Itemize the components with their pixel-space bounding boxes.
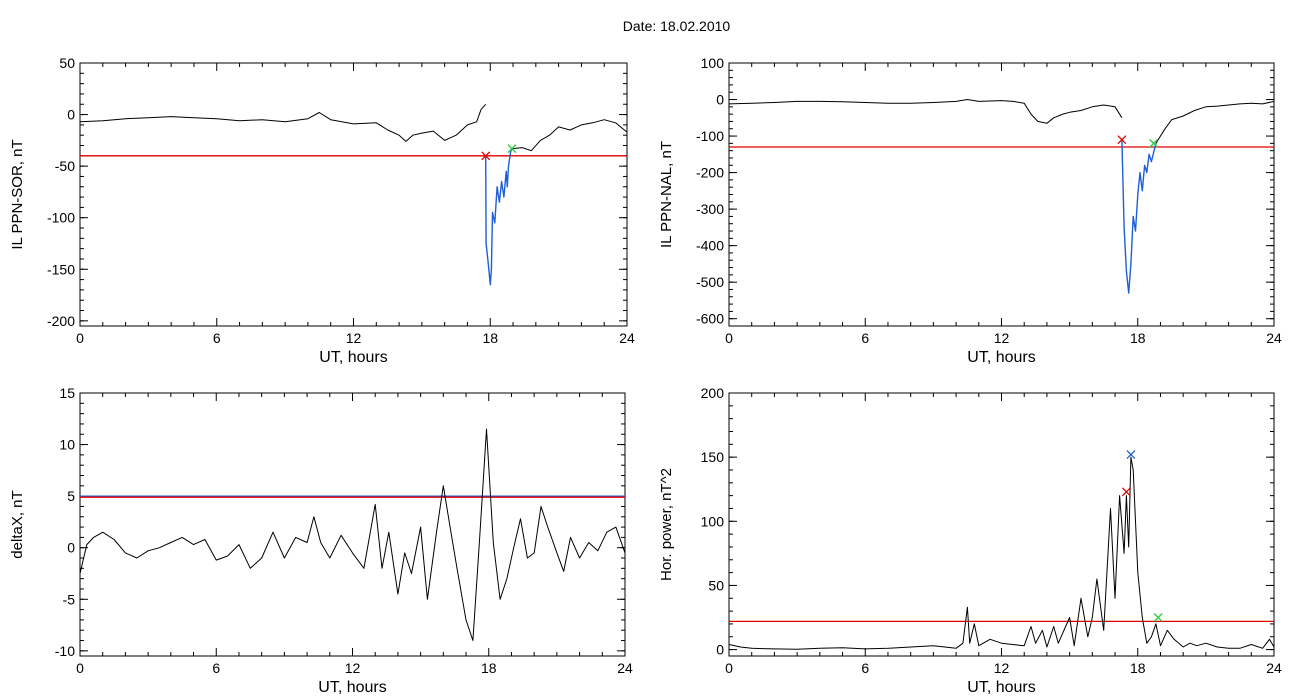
plot-frame bbox=[79, 62, 628, 327]
x-tick-label: 18 bbox=[481, 660, 497, 676]
y-tick-label: 10 bbox=[59, 437, 75, 453]
x-tick-label: 6 bbox=[861, 660, 869, 676]
y-axis-label: deltaX, nT bbox=[9, 490, 26, 558]
y-tick-label: -500 bbox=[696, 274, 724, 290]
series-line bbox=[79, 428, 626, 641]
y-tick-label: 50 bbox=[59, 55, 75, 71]
x-tick-label: 24 bbox=[1266, 330, 1282, 346]
y-tick-label: 150 bbox=[701, 449, 725, 465]
x-tick-label: 18 bbox=[1130, 330, 1146, 346]
y-tick-label: 0 bbox=[67, 540, 75, 556]
x-tick-label: 0 bbox=[76, 330, 84, 346]
y-axis-label: Hor. power, nT^2 bbox=[658, 468, 675, 581]
marker-stroke bbox=[1121, 487, 1131, 497]
x-axis-label: UT, hours bbox=[319, 349, 387, 366]
y-tick-label: -100 bbox=[47, 210, 75, 226]
x-tick-label: 24 bbox=[1266, 660, 1282, 676]
x-tick-label: 6 bbox=[213, 330, 221, 346]
y-axis-label: IL PPN-SOR, nT bbox=[9, 139, 26, 249]
y-tick-label: -600 bbox=[696, 311, 724, 327]
x-tick-label: 0 bbox=[76, 660, 84, 676]
series-line bbox=[1155, 100, 1275, 144]
marker-stroke bbox=[481, 151, 491, 161]
y-axis-label: IL PPN-NAL, nT bbox=[658, 141, 675, 248]
y-tick-label: -400 bbox=[696, 238, 724, 254]
marker-stroke bbox=[507, 144, 517, 154]
y-tick-label: 0 bbox=[716, 642, 724, 658]
event-marker bbox=[1121, 487, 1131, 497]
x-tick-label: 12 bbox=[994, 660, 1010, 676]
event-series-line bbox=[1121, 139, 1157, 294]
marker-stroke bbox=[1126, 450, 1136, 460]
marker-stroke bbox=[1153, 613, 1163, 622]
y-tick-label: 0 bbox=[716, 92, 724, 108]
series-line bbox=[728, 456, 1275, 650]
series-line bbox=[512, 119, 628, 152]
y-tick-label: -300 bbox=[696, 201, 724, 217]
y-tick-label: 200 bbox=[701, 385, 725, 401]
x-tick-label: 6 bbox=[212, 660, 220, 676]
y-tick-label: 100 bbox=[701, 55, 725, 71]
event-series-line bbox=[485, 148, 514, 286]
x-tick-label: 24 bbox=[619, 330, 635, 346]
plot-frame bbox=[728, 392, 1275, 657]
x-tick-label: 12 bbox=[994, 330, 1010, 346]
y-tick-label: -200 bbox=[696, 165, 724, 181]
marker-stroke bbox=[1149, 138, 1159, 148]
chart-nal: 0 6 12 18 24 100 0 -100 -200 -300 -400 -500 -600 UT, … bbox=[658, 55, 1282, 366]
y-tick-label: -200 bbox=[47, 313, 75, 329]
chart-hor-power: 0 6 12 18 24 200 150 100 50 0 UT, hours Hor. power,… bbox=[658, 385, 1282, 696]
y-tick-label: -150 bbox=[47, 261, 75, 277]
x-tick-label: 24 bbox=[617, 660, 633, 676]
event-marker bbox=[1117, 135, 1127, 145]
y-tick-label: -10 bbox=[55, 643, 75, 659]
y-tick-label: 100 bbox=[701, 513, 725, 529]
x-tick-label: 0 bbox=[725, 660, 733, 676]
y-tick-label: 0 bbox=[67, 107, 75, 123]
chart-sor: 0 6 12 18 24 50 0 -50 -100 -150 -200 UT, hours IL PP… bbox=[9, 55, 635, 366]
y-tick-label: 15 bbox=[59, 385, 75, 401]
plot-frame bbox=[728, 62, 1275, 327]
marker-stroke bbox=[1117, 135, 1127, 145]
x-axis-label: UT, hours bbox=[318, 679, 386, 696]
x-tick-label: 18 bbox=[482, 330, 498, 346]
y-tick-label: 5 bbox=[67, 488, 75, 504]
y-tick-label: -50 bbox=[55, 158, 75, 174]
page-title: Date: 18.02.2010 bbox=[622, 18, 731, 34]
x-tick-label: 18 bbox=[1130, 660, 1146, 676]
x-tick-label: 6 bbox=[861, 330, 869, 346]
event-marker bbox=[507, 144, 517, 154]
event-marker bbox=[481, 151, 491, 161]
y-tick-label: -100 bbox=[696, 128, 724, 144]
y-tick-label: -5 bbox=[63, 591, 76, 607]
x-axis-label: UT, hours bbox=[967, 679, 1035, 696]
x-tick-label: 0 bbox=[725, 330, 733, 346]
event-marker bbox=[1149, 138, 1159, 148]
event-marker bbox=[1126, 450, 1136, 460]
y-tick-label: 50 bbox=[708, 577, 724, 593]
x-axis-label: UT, hours bbox=[967, 349, 1035, 366]
chart-deltax: 0 6 12 18 24 15 10 5 0 -5 -10 UT, hours deltaX, nT bbox=[9, 385, 633, 696]
series-line bbox=[728, 99, 1123, 124]
plot-frame bbox=[79, 392, 626, 657]
x-tick-label: 12 bbox=[345, 660, 361, 676]
event-marker bbox=[1153, 613, 1163, 622]
series-line bbox=[79, 103, 487, 142]
x-tick-label: 12 bbox=[346, 330, 362, 346]
